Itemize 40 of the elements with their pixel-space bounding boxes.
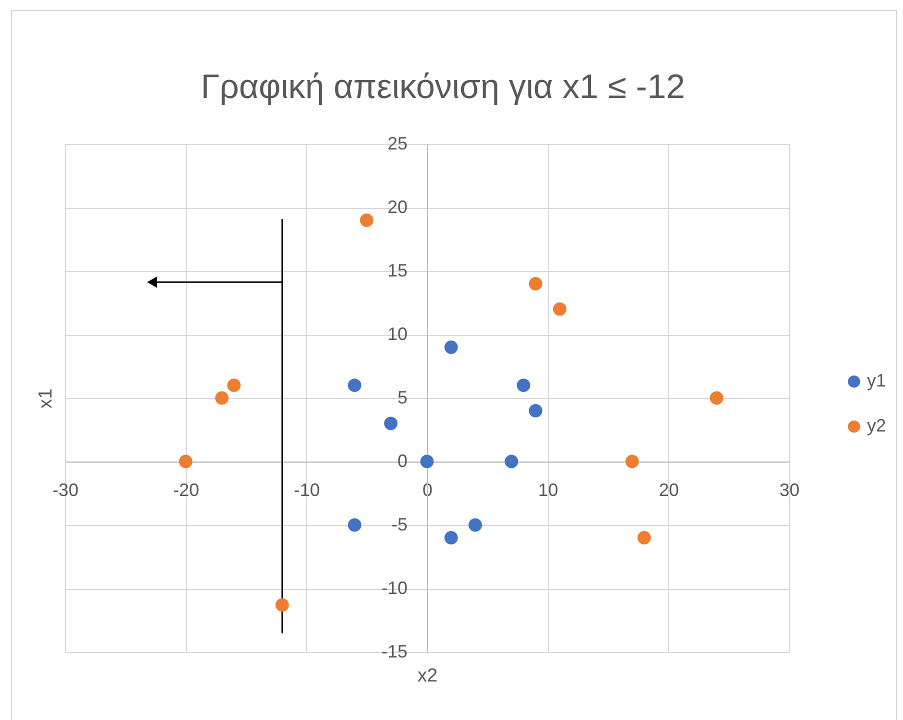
point — [275, 598, 289, 612]
point — [227, 378, 241, 392]
point — [625, 454, 639, 468]
legend-label: y1 — [867, 370, 886, 391]
y-tick-label: 25 — [387, 134, 408, 154]
y-tick-label: -10 — [381, 578, 408, 598]
y-tick-label: 15 — [387, 260, 408, 280]
y-tick-label: -5 — [391, 514, 408, 534]
y-tick-label: -15 — [381, 642, 408, 662]
y-tick-label: 5 — [397, 388, 408, 408]
point — [444, 340, 458, 354]
point — [504, 454, 518, 468]
point — [178, 454, 192, 468]
x-tick-label: -30 — [52, 480, 79, 500]
point — [348, 518, 362, 532]
y-tick-label: 0 — [397, 451, 408, 471]
point — [528, 404, 542, 418]
legend-label: y2 — [867, 416, 886, 436]
point — [516, 378, 530, 392]
point — [553, 302, 566, 316]
point — [215, 391, 229, 405]
y-axis-title: x1 — [36, 388, 56, 409]
point — [348, 378, 362, 392]
point — [468, 518, 482, 532]
x-tick-label: 20 — [658, 480, 679, 500]
y-tick-label: 10 — [387, 324, 408, 344]
point — [710, 391, 724, 405]
x-tick-label: -10 — [294, 480, 320, 500]
x-tick-label: -20 — [173, 480, 200, 500]
point — [384, 416, 398, 430]
point — [420, 454, 434, 468]
x-axis-title: x2 — [417, 666, 438, 686]
chart-title: Γραφική απεικόνιση για x1 ≤ -12 — [200, 68, 686, 106]
x-tick-label: 30 — [779, 480, 800, 500]
point — [360, 214, 374, 227]
point — [444, 531, 458, 544]
x-tick-label: 10 — [538, 480, 558, 500]
point — [637, 531, 651, 544]
point — [528, 277, 542, 290]
y-tick-label: 20 — [387, 197, 408, 217]
